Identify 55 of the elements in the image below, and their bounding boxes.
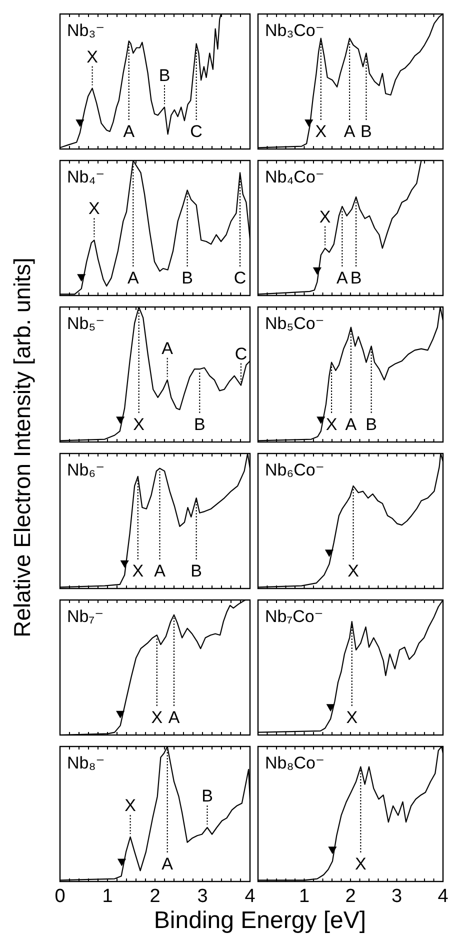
annotation: A [162, 854, 174, 874]
chart-title: Nb₆⁻ [67, 460, 105, 480]
x-tick-label: 4 [244, 886, 256, 907]
chart-title: Nb₄⁻ [67, 168, 105, 186]
annotation: X [346, 708, 358, 727]
annotation: B [360, 122, 372, 141]
annotation: A [344, 122, 356, 141]
annotation: X [319, 207, 331, 226]
annotation: B [366, 415, 377, 434]
annotation: B [202, 786, 213, 806]
x-tick-label: 2 [150, 886, 160, 907]
annotation: A [336, 268, 349, 288]
annotation: B [182, 268, 193, 288]
annotation: X [124, 796, 136, 815]
chart-title: Nb₇Co⁻ [265, 607, 324, 626]
annotation: C [234, 344, 248, 364]
annotation: C [190, 122, 202, 141]
annotation: A [168, 708, 180, 727]
annotation: X [151, 708, 163, 727]
annotation: A [345, 415, 358, 434]
chart-title: Nb₃Co⁻ [265, 21, 324, 40]
x-tick-label: 3 [391, 886, 402, 907]
y-axis-title: Relative Electron Intensity [arb. units] [9, 258, 35, 638]
chart-title: Nb₅Co⁻ [265, 314, 324, 333]
chart-title: Nb₃⁻ [67, 21, 105, 40]
x-tick-label: 4 [438, 886, 449, 907]
chart-title: Nb₅⁻ [67, 314, 105, 333]
chart-title: Nb₄Co⁻ [265, 168, 324, 186]
annotation: B [158, 66, 170, 86]
x-axis-title: Binding Energy [eV] [154, 907, 366, 934]
annotation: A [127, 268, 140, 288]
x-tick-label: 1 [298, 886, 310, 907]
annotation: B [194, 415, 206, 434]
annotation: X [348, 562, 359, 580]
chart-title: Nb₆Co⁻ [265, 460, 324, 480]
annotation: A [154, 562, 166, 580]
chart-title: Nb₈⁻ [67, 754, 105, 772]
annotation: X [315, 122, 327, 141]
annotation: X [133, 415, 145, 434]
annotation: A [123, 122, 136, 141]
chart-title: Nb₇⁻ [67, 607, 104, 626]
annotation: X [88, 199, 100, 218]
annotation: X [326, 415, 338, 434]
annotation: X [355, 854, 366, 874]
annotation: B [190, 562, 202, 580]
annotation: C [234, 268, 246, 288]
x-tick-label: 3 [197, 886, 208, 907]
chart-title: Nb₈Co⁻ [265, 754, 324, 772]
x-tick-label: 1 [102, 886, 113, 907]
annotation: B [350, 268, 362, 288]
x-tick-label: 2 [345, 886, 356, 907]
annotation: A [162, 338, 174, 358]
annotation: X [86, 47, 98, 66]
annotation: X [132, 562, 144, 580]
x-tick-label: 0 [54, 886, 66, 907]
